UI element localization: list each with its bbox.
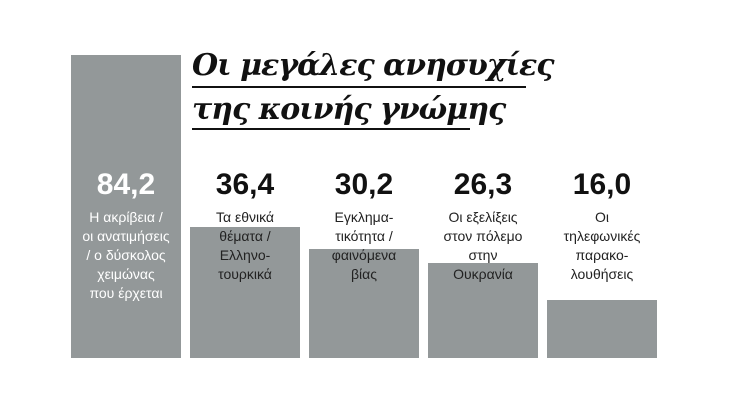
category-label-1: Η ακρίβεια / οι ανατιμήσεις / ο δύσκολος χε… bbox=[64, 208, 188, 303]
category-label-line: βίας bbox=[350, 266, 377, 282]
category-label-line: οι ανατιμήσεις bbox=[82, 228, 170, 244]
bar-5 bbox=[547, 300, 657, 358]
category-label-line: / ο δύσκολος bbox=[86, 247, 166, 263]
title-underline-2 bbox=[192, 128, 470, 130]
value-label-5: 16,0 bbox=[572, 168, 632, 201]
category-label-line: Τα εθνικά bbox=[215, 209, 275, 225]
category-label-line: Οι εξελίξεις bbox=[448, 209, 518, 225]
value-label-2: 36,4 bbox=[215, 168, 275, 201]
bar-2 bbox=[190, 226, 300, 358]
chart-title-line-2: της κοινής γνώμης bbox=[192, 92, 506, 127]
bar-1 bbox=[71, 54, 181, 358]
category-label-line: παρακο- bbox=[575, 247, 629, 263]
category-label-line: φαινόμενα bbox=[331, 247, 397, 263]
category-label-line: τικότητα / bbox=[335, 228, 393, 244]
category-label-line: στον πόλεμο bbox=[443, 228, 523, 244]
category-label-line: τουρκικά bbox=[218, 266, 272, 282]
value-label-4: 26,3 bbox=[453, 168, 513, 201]
value-label-3: 30,2 bbox=[334, 168, 394, 201]
category-label-line: τηλεφωνικές bbox=[563, 228, 641, 244]
category-label-line: που έρχεται bbox=[89, 285, 163, 301]
category-label-line: χειμώνας bbox=[97, 266, 155, 282]
category-label-5: Οι τηλεφωνικές παρακο-λουθήσεις bbox=[540, 208, 664, 284]
category-label-line: Οι bbox=[595, 209, 609, 225]
category-label-line: Η ακρίβεια / bbox=[89, 209, 163, 225]
chart-title-line-1: Οι μεγάλες ανησυχίες bbox=[192, 48, 555, 83]
category-label-line: θέματα / bbox=[219, 228, 271, 244]
category-label-line: Εγκλημα- bbox=[334, 209, 394, 225]
category-label-line: Ελληνο- bbox=[219, 247, 271, 263]
title-underline-1 bbox=[192, 86, 526, 88]
category-label-line: στην bbox=[468, 247, 498, 263]
value-label-1: 84,2 bbox=[96, 168, 156, 201]
category-label-3: Εγκλημα-τικότητα / φαινόμενα βίας bbox=[302, 208, 426, 284]
bar-4 bbox=[428, 263, 538, 358]
bar-3 bbox=[309, 249, 419, 358]
category-label-line: λουθήσεις bbox=[570, 266, 634, 282]
category-label-2: Τα εθνικά θέματα / Ελληνο-τουρκικά bbox=[183, 208, 307, 284]
category-label-4: Οι εξελίξεις στον πόλεμο στην Ουκρανία bbox=[421, 208, 545, 284]
category-label-line: Ουκρανία bbox=[453, 266, 513, 282]
